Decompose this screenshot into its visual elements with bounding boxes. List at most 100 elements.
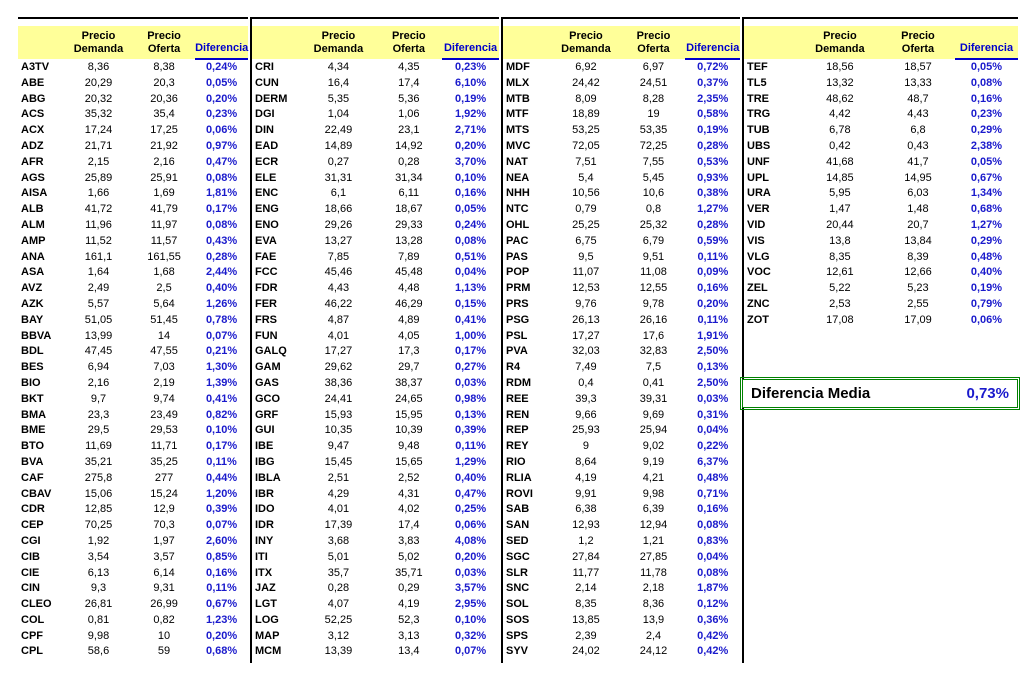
ticker-cell[interactable]: GRF (255, 408, 279, 421)
ticker-cell[interactable]: FRS (255, 313, 277, 326)
precio-oferta-cell[interactable]: 4,35 (398, 60, 420, 73)
diferencia-cell[interactable]: 0,19% (970, 282, 1003, 295)
diferencia-cell[interactable]: 0,08% (697, 519, 729, 532)
precio-oferta-cell[interactable]: 1,06 (398, 108, 420, 121)
ticker-cell[interactable]: CPL (21, 645, 43, 658)
precio-oferta-cell[interactable]: 4,43 (907, 108, 929, 121)
precio-demanda-cell[interactable]: 35,7 (327, 566, 350, 579)
ticker-cell[interactable]: CEP (21, 519, 44, 532)
precio-demanda-cell[interactable]: 2,51 (327, 471, 350, 484)
precio-demanda-cell[interactable]: 2,49 (87, 282, 110, 295)
diferencia-cell[interactable]: 0,83% (697, 534, 729, 547)
ticker-cell[interactable]: ITX (255, 566, 273, 579)
diferencia-cell[interactable]: 0,37% (697, 76, 729, 89)
diferencia-cell[interactable]: 0,20% (205, 92, 238, 105)
precio-demanda-cell[interactable]: 14,89 (324, 139, 353, 152)
diferencia-cell[interactable]: 0,32% (454, 629, 487, 642)
precio-oferta-cell[interactable]: 2,16 (153, 155, 175, 168)
ticker-cell[interactable]: CIE (21, 566, 40, 579)
diferencia-cell[interactable]: 0,68% (205, 645, 238, 658)
ticker-cell[interactable]: POP (506, 266, 530, 279)
diferencia-cell[interactable]: 0,19% (454, 92, 487, 105)
ticker-cell[interactable]: JAZ (255, 582, 276, 595)
diferencia-cell[interactable]: 0,47% (454, 487, 487, 500)
precio-demanda-cell[interactable]: 1,47 (829, 203, 851, 216)
ticker-cell[interactable]: CIN (21, 582, 40, 595)
ticker-cell[interactable]: GALQ (255, 345, 287, 358)
precio-demanda-cell[interactable]: 24,41 (324, 392, 353, 405)
precio-demanda-cell[interactable]: 20,29 (84, 76, 113, 89)
ticker-cell[interactable]: SOL (506, 598, 529, 611)
ticker-cell[interactable]: SAN (506, 519, 530, 532)
diferencia-cell[interactable]: 0,06% (454, 519, 487, 532)
precio-demanda-cell[interactable]: 0,81 (87, 613, 110, 626)
precio-oferta-cell[interactable]: 18,67 (395, 203, 423, 216)
precio-oferta-cell[interactable]: 2,5 (156, 282, 172, 295)
precio-demanda-cell[interactable]: 47,45 (84, 345, 113, 358)
diferencia-cell[interactable]: 0,24% (454, 218, 487, 231)
precio-oferta-cell[interactable]: 6,14 (153, 566, 175, 579)
diferencia-cell[interactable]: 0,20% (697, 297, 729, 310)
diferencia-media-box[interactable]: Diferencia Media 0,73% (740, 377, 1020, 410)
precio-demanda-cell[interactable]: 10,56 (572, 187, 600, 200)
precio-demanda-cell[interactable]: 7,49 (575, 361, 597, 374)
precio-oferta-cell[interactable]: 53,35 (639, 124, 668, 137)
ticker-cell[interactable]: MDF (506, 60, 530, 73)
ticker-cell[interactable]: LOG (255, 613, 279, 626)
diferencia-cell[interactable]: 3,57% (454, 582, 487, 595)
diferencia-cell[interactable]: 0,42% (697, 629, 729, 642)
precio-demanda-cell[interactable]: 3,12 (327, 629, 350, 642)
ticker-cell[interactable]: NHH (506, 187, 530, 200)
precio-demanda-cell[interactable]: 25,25 (572, 218, 600, 231)
diferencia-cell[interactable]: 1,26% (205, 297, 238, 310)
precio-oferta-cell[interactable]: 20,36 (150, 92, 178, 105)
diferencia-cell[interactable]: 0,05% (205, 76, 238, 89)
diferencia-cell[interactable]: 0,25% (454, 503, 487, 516)
ticker-cell[interactable]: BDL (21, 345, 44, 358)
precio-oferta-cell[interactable]: 6,79 (642, 234, 665, 247)
diferencia-cell[interactable]: 0,23% (205, 108, 238, 121)
precio-oferta-cell[interactable]: 24,65 (395, 392, 423, 405)
precio-oferta-cell[interactable]: 7,55 (642, 155, 665, 168)
diferencia-cell[interactable]: 0,11% (697, 313, 729, 326)
ticker-cell[interactable]: MTS (506, 124, 530, 137)
precio-oferta-cell[interactable]: 11,57 (150, 234, 178, 247)
precio-demanda-cell[interactable]: 6,13 (87, 566, 110, 579)
diferencia-cell[interactable]: 1,13% (454, 282, 487, 295)
precio-oferta-cell[interactable]: 17,09 (904, 313, 932, 326)
ticker-cell[interactable]: VIS (747, 234, 765, 247)
ticker-cell[interactable]: ZNC (747, 297, 770, 310)
precio-oferta-cell[interactable]: 24,12 (639, 645, 668, 658)
ticker-cell[interactable]: PRS (506, 297, 529, 310)
precio-demanda-cell[interactable]: 13,32 (826, 76, 854, 89)
ticker-cell[interactable]: ZOT (747, 313, 769, 326)
diferencia-cell[interactable]: 0,09% (697, 266, 729, 279)
precio-demanda-cell[interactable]: 8,35 (829, 250, 851, 263)
precio-demanda-cell[interactable]: 10,35 (324, 424, 353, 437)
ticker-cell[interactable]: BIO (21, 376, 41, 389)
diferencia-cell[interactable]: 0,27% (454, 361, 487, 374)
ticker-cell[interactable]: BME (21, 424, 46, 437)
precio-oferta-cell[interactable]: 31,34 (395, 171, 423, 184)
precio-demanda-cell[interactable]: 14,85 (826, 171, 854, 184)
ticker-cell[interactable]: DERM (255, 92, 288, 105)
ticker-cell[interactable]: ACX (21, 124, 45, 137)
diferencia-cell[interactable]: 0,07% (205, 519, 238, 532)
precio-demanda-cell[interactable]: 3,54 (87, 550, 110, 563)
precio-demanda-cell[interactable]: 35,21 (84, 455, 113, 468)
precio-oferta-cell[interactable]: 9,02 (642, 440, 665, 453)
diferencia-cell[interactable]: 0,06% (970, 313, 1003, 326)
precio-demanda-cell[interactable]: 27,84 (572, 550, 600, 563)
ticker-cell[interactable]: IBG (255, 455, 275, 468)
precio-oferta-cell[interactable]: 9,19 (642, 455, 665, 468)
precio-demanda-cell[interactable]: 13,99 (84, 329, 113, 342)
diferencia-cell[interactable]: 0,21% (205, 345, 238, 358)
ticker-cell[interactable]: GUI (255, 424, 275, 437)
precio-oferta-cell[interactable]: 1,69 (153, 187, 175, 200)
diferencia-cell[interactable]: 0,11% (455, 440, 486, 453)
precio-demanda-cell[interactable]: 11,52 (85, 234, 112, 247)
precio-oferta-cell[interactable]: 5,36 (398, 92, 420, 105)
precio-oferta-cell[interactable]: 72,25 (639, 139, 668, 152)
precio-oferta-cell[interactable]: 3,57 (153, 550, 175, 563)
diferencia-cell[interactable]: 0,16% (697, 282, 729, 295)
